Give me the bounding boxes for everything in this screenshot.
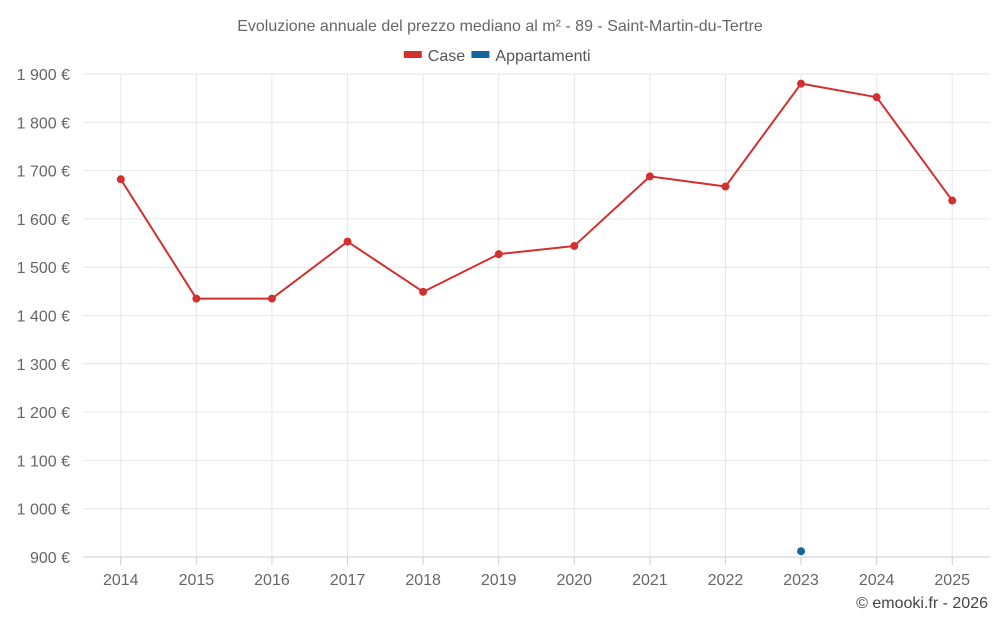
y-tick-label: 900 € <box>30 550 70 567</box>
y-tick-label: 1 900 € <box>17 67 70 84</box>
data-point-case[interactable] <box>948 196 957 205</box>
x-tick-label: 2017 <box>330 572 366 589</box>
data-point-case[interactable] <box>721 182 730 191</box>
y-tick-label: 1 400 € <box>17 309 70 326</box>
y-tick-label: 1 200 € <box>17 405 70 422</box>
grid <box>83 73 990 558</box>
x-tick-label: 2014 <box>103 572 139 589</box>
data-point-case[interactable] <box>797 79 806 88</box>
axes: 900 € 1 000 € 1 100 € 1 200 € 1 300 € 1 400 €… <box>17 67 990 589</box>
data-point-case[interactable] <box>872 93 881 102</box>
y-tick-label: 1 800 € <box>17 115 70 132</box>
data-point-case[interactable] <box>267 294 276 303</box>
x-tick-label: 2025 <box>934 572 970 589</box>
y-tick-label: 1 600 € <box>17 212 70 229</box>
legend-item-case[interactable]: Case <box>403 48 465 65</box>
data-point-case[interactable] <box>494 250 503 259</box>
series-line-case <box>119 82 954 300</box>
x-tick-label: 2019 <box>481 572 517 589</box>
legend-label: Case <box>428 48 465 65</box>
x-tick-label: 2020 <box>556 572 592 589</box>
y-tick-label: 1 300 € <box>17 357 70 374</box>
x-tick-label: 2022 <box>708 572 744 589</box>
data-point-case[interactable] <box>343 237 352 246</box>
chart-title: Evoluzione annuale del prezzo mediano al… <box>237 18 763 35</box>
credit-text: © emooki.fr - 2026 <box>856 595 988 612</box>
y-tick-label: 1 000 € <box>17 502 70 519</box>
data-point-appartamenti[interactable] <box>797 547 806 556</box>
data-point-case[interactable] <box>645 172 654 181</box>
legend-swatch <box>403 51 422 58</box>
data-point-case[interactable] <box>192 294 201 303</box>
legend-label: Appartamenti <box>495 48 590 65</box>
x-tick-label: 2024 <box>859 572 895 589</box>
x-tick-label: 2015 <box>179 572 215 589</box>
x-tick-label: 2018 <box>405 572 441 589</box>
legend-item-appartamenti[interactable]: Appartamenti <box>471 48 591 65</box>
y-tick-label: 1 500 € <box>17 260 70 277</box>
data-point-case[interactable] <box>116 175 125 184</box>
y-tick-label: 1 700 € <box>17 164 70 181</box>
x-tick-label: 2021 <box>632 572 668 589</box>
x-tick-label: 2023 <box>783 572 819 589</box>
x-tick-label: 2016 <box>254 572 290 589</box>
data-point-case[interactable] <box>570 241 579 250</box>
data-point-case[interactable] <box>419 287 428 296</box>
legend-swatch <box>471 51 490 58</box>
series-layer <box>116 79 957 556</box>
y-tick-label: 1 100 € <box>17 453 70 470</box>
legend: Case Appartamenti <box>403 48 591 65</box>
